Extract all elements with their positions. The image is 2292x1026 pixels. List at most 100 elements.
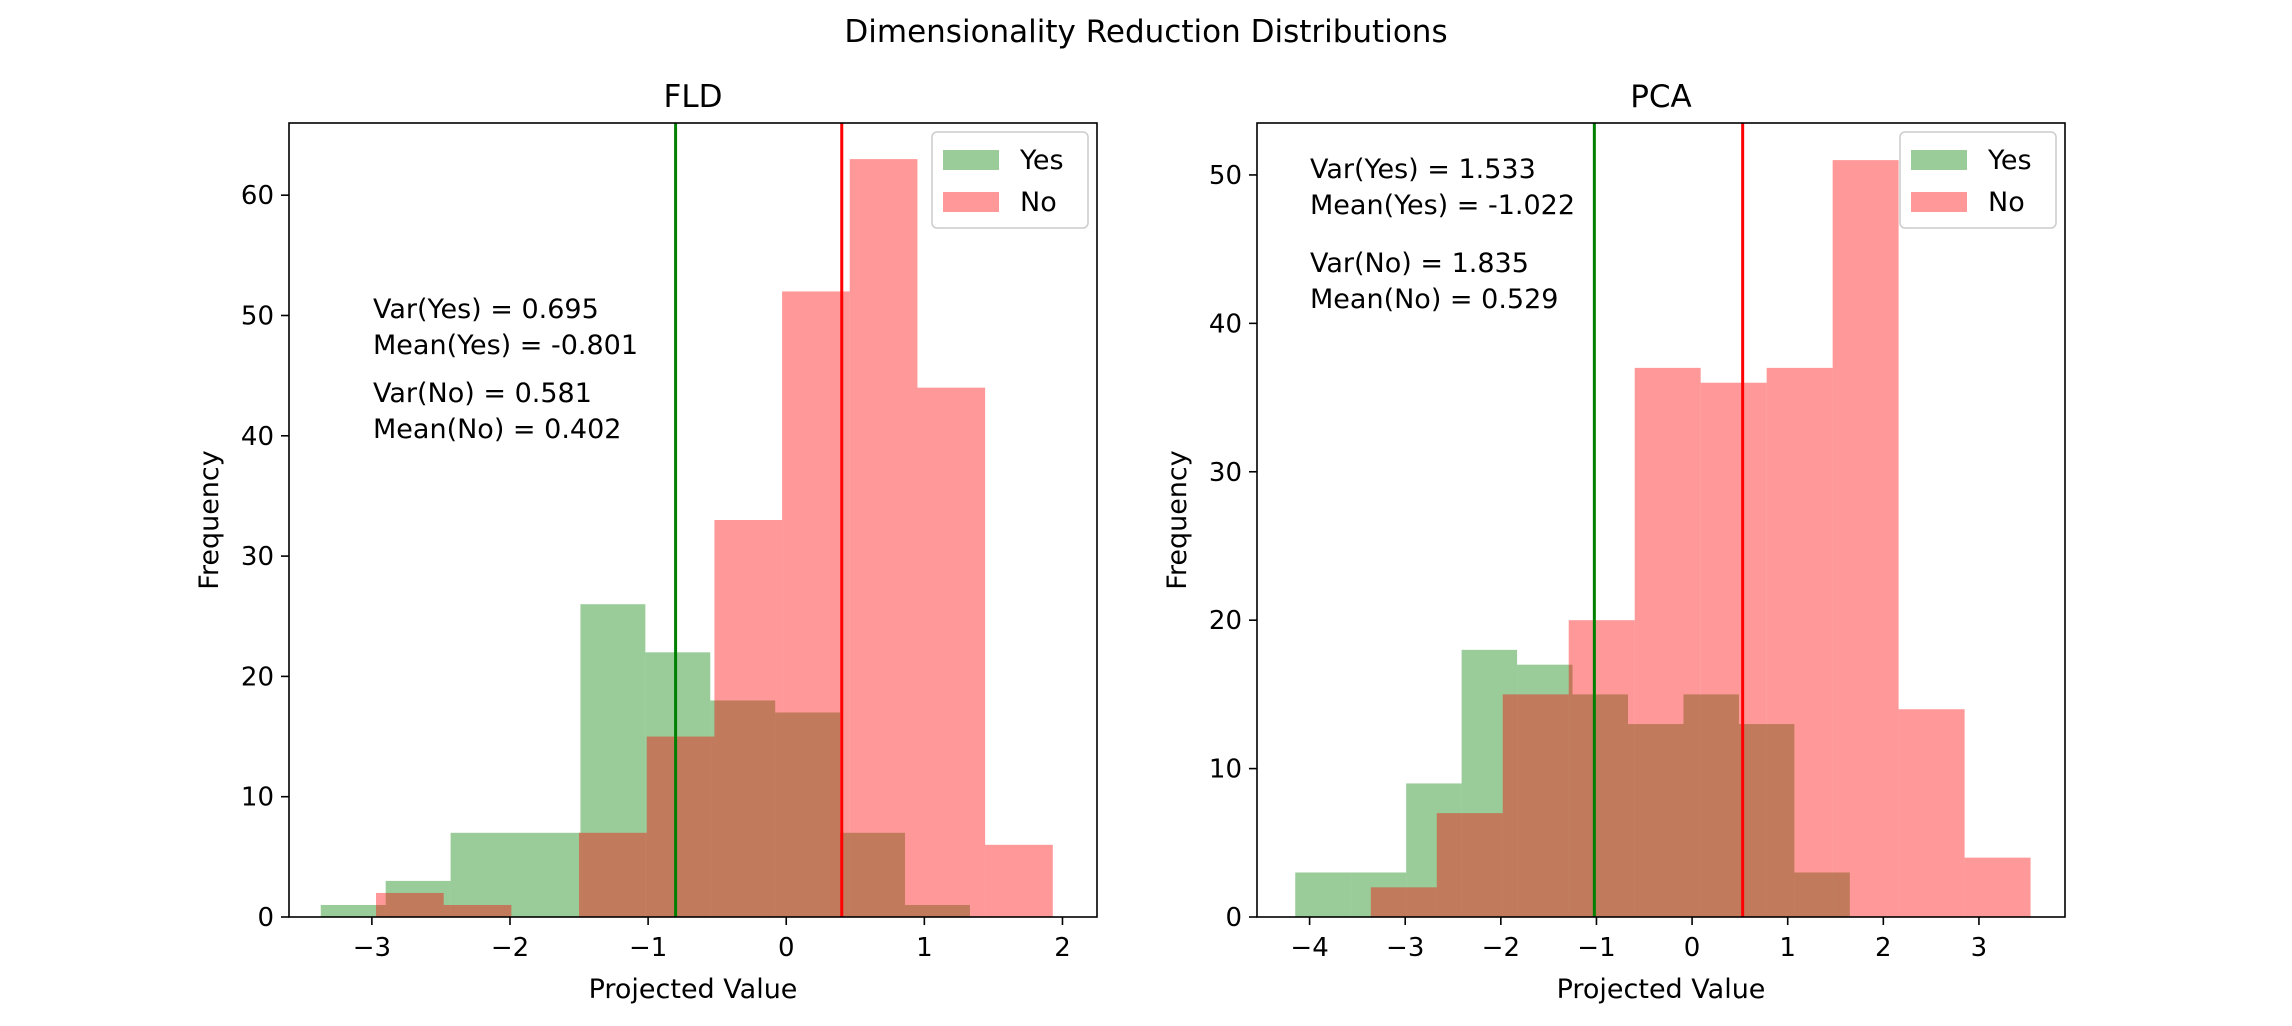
y-tick-label: 30 bbox=[241, 542, 274, 572]
series-yes bbox=[320, 604, 970, 917]
histogram-bar-yes bbox=[1461, 649, 1518, 917]
x-tick-label: −1 bbox=[1577, 933, 1615, 963]
axes-frame bbox=[1256, 122, 2066, 918]
y-tick-label: 40 bbox=[1209, 309, 1242, 339]
legend-label-no: No bbox=[1988, 187, 2025, 218]
histogram-bar-no bbox=[1502, 694, 1569, 917]
histogram-bar-yes bbox=[645, 652, 711, 917]
legend: Yes No bbox=[931, 131, 1089, 229]
histogram-bar-yes bbox=[1295, 872, 1351, 917]
histogram-bar-yes bbox=[1572, 694, 1629, 917]
histogram-bar-yes bbox=[840, 832, 906, 917]
legend-swatch-no bbox=[943, 192, 999, 212]
y-tick-label: 60 bbox=[241, 181, 274, 211]
histogram-bar-no bbox=[1634, 367, 1701, 917]
histogram-bar-yes bbox=[1406, 783, 1462, 917]
y-tick-label: 20 bbox=[241, 662, 274, 692]
y-axis-label: Frequency bbox=[1162, 450, 1193, 590]
chart-title: FLD bbox=[664, 79, 723, 115]
histogram-bar-yes bbox=[1738, 724, 1795, 917]
histogram-bar-yes bbox=[320, 904, 386, 917]
histogram-bar-no bbox=[646, 736, 715, 917]
series-yes bbox=[1295, 649, 1850, 917]
legend-label-no: No bbox=[1020, 187, 1057, 218]
y-tick-label: 20 bbox=[1209, 606, 1242, 636]
y-tick-label: 0 bbox=[257, 903, 274, 933]
series-no bbox=[376, 159, 1053, 918]
histogram-bar-no bbox=[579, 832, 647, 917]
y-tick-label: 30 bbox=[1209, 458, 1242, 488]
histogram-bar-no bbox=[443, 904, 512, 917]
legend-swatch-yes bbox=[943, 150, 999, 170]
histogram-bar-no bbox=[376, 892, 444, 917]
annotation-var-no: Var(No) = 0.581 bbox=[373, 378, 592, 409]
histogram-bar-yes bbox=[1628, 724, 1684, 917]
annotation-var-yes: Var(Yes) = 1.533 bbox=[1310, 154, 1536, 185]
histogram-bar-yes bbox=[905, 904, 970, 917]
y-tick-label: 50 bbox=[241, 301, 274, 331]
histogram-bar-no bbox=[985, 844, 1053, 917]
x-axis-label: Projected Value bbox=[589, 974, 798, 1005]
annotation-mean-yes: Mean(Yes) = -0.801 bbox=[373, 330, 638, 361]
y-tick-label: 0 bbox=[1225, 903, 1242, 933]
x-tick-label: −2 bbox=[1482, 933, 1520, 963]
histogram-bar-yes bbox=[1794, 872, 1850, 917]
x-tick-label: 1 bbox=[1779, 933, 1796, 963]
histogram-bar-yes bbox=[1350, 872, 1407, 917]
chart-title: PCA bbox=[1630, 79, 1692, 115]
x-tick-label: −2 bbox=[491, 933, 529, 963]
axes-frame bbox=[288, 122, 1098, 918]
histogram-bar-yes bbox=[1517, 664, 1573, 917]
y-axis-label: Frequency bbox=[194, 450, 225, 590]
legend-swatch-yes bbox=[1911, 150, 1967, 170]
annotation-mean-yes: Mean(Yes) = -1.022 bbox=[1310, 190, 1575, 221]
x-tick-label: −3 bbox=[353, 933, 391, 963]
y-tick-label: 40 bbox=[241, 422, 274, 452]
histogram-bar-no bbox=[1568, 620, 1635, 917]
legend-label-yes: Yes bbox=[1987, 145, 2032, 176]
histogram-bar-yes bbox=[515, 832, 581, 917]
x-tick-label: 0 bbox=[1684, 933, 1701, 963]
histogram-bar-yes bbox=[710, 700, 776, 917]
annotation-var-yes: Var(Yes) = 0.695 bbox=[373, 294, 599, 325]
legend-swatch-no bbox=[1911, 192, 1967, 212]
histogram-bar-no bbox=[849, 159, 918, 917]
histogram-bar-no bbox=[1898, 709, 1965, 917]
histogram-bar-no bbox=[782, 291, 850, 917]
figure-title: Dimensionality Reduction Distributions bbox=[844, 14, 1448, 50]
histogram-bar-no bbox=[1766, 367, 1833, 917]
x-axis-label: Projected Value bbox=[1557, 974, 1766, 1005]
annotation-mean-no: Mean(No) = 0.529 bbox=[1310, 284, 1558, 315]
histogram-bar-no bbox=[917, 387, 986, 918]
histogram-bar-yes bbox=[580, 604, 646, 917]
histogram-bar-no bbox=[1370, 887, 1437, 917]
histogram-bar-yes bbox=[385, 880, 451, 917]
y-tick-label: 10 bbox=[1209, 755, 1242, 785]
histogram-bar-yes bbox=[1683, 694, 1739, 917]
histogram-bar-no bbox=[1700, 382, 1767, 918]
histogram-bar-yes bbox=[775, 712, 841, 917]
legend-frame bbox=[1899, 131, 2057, 229]
histogram-bar-no bbox=[1964, 857, 2031, 917]
legend-label-yes: Yes bbox=[1019, 145, 1064, 176]
x-tick-label: −1 bbox=[629, 933, 667, 963]
y-tick-label: 50 bbox=[1209, 161, 1242, 191]
legend: Yes No bbox=[1899, 131, 2057, 229]
series-no bbox=[1370, 160, 2031, 918]
histogram-bar-no bbox=[714, 520, 783, 917]
legend-frame bbox=[931, 131, 1089, 229]
y-tick-label: 10 bbox=[241, 783, 274, 813]
histogram-bar-no bbox=[1832, 160, 1899, 918]
histogram-bar-yes bbox=[450, 832, 516, 917]
annotation-mean-no: Mean(No) = 0.402 bbox=[373, 414, 621, 445]
x-tick-label: 3 bbox=[1971, 933, 1988, 963]
x-tick-label: 2 bbox=[1054, 933, 1071, 963]
x-tick-label: 0 bbox=[778, 933, 795, 963]
x-tick-label: 1 bbox=[916, 933, 933, 963]
annotation-var-no: Var(No) = 1.835 bbox=[1310, 248, 1529, 279]
histogram-bar-no bbox=[1436, 813, 1503, 917]
x-tick-label: 2 bbox=[1875, 933, 1892, 963]
